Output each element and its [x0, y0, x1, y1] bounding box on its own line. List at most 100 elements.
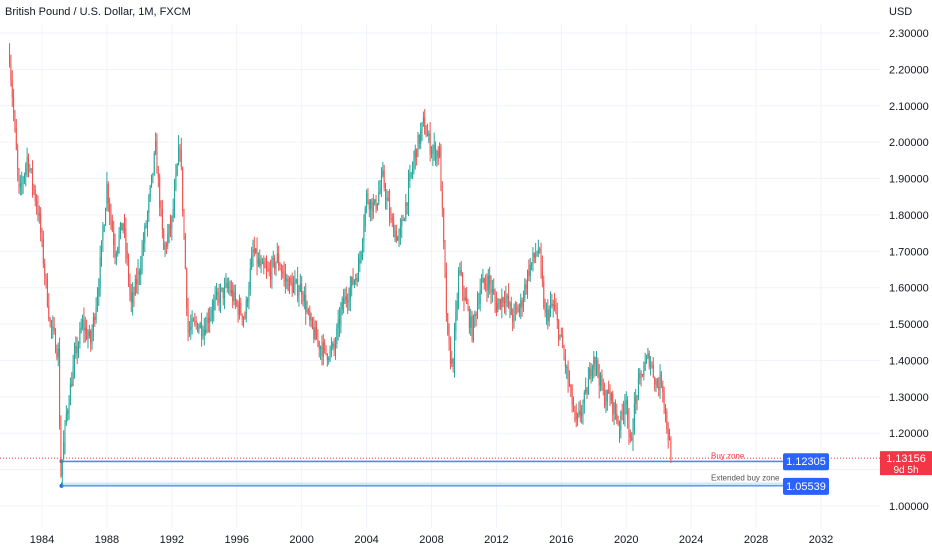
candle-body: [82, 319, 84, 328]
candle-body: [25, 166, 27, 175]
candle-body: [293, 285, 295, 294]
candle-body: [455, 311, 457, 332]
candle-body: [161, 209, 163, 230]
candle-body: [659, 373, 661, 390]
candle-body: [448, 334, 450, 343]
candle-body: [44, 263, 46, 276]
candle-body: [23, 174, 25, 181]
candle-body: [512, 314, 514, 322]
candle-body: [291, 282, 293, 294]
candle-body: [309, 310, 311, 321]
candle-body: [299, 283, 301, 292]
candle-body: [149, 186, 151, 199]
candle-body: [240, 302, 242, 315]
candle-body: [570, 385, 572, 387]
candle-body: [644, 361, 646, 371]
candle-body: [283, 273, 285, 275]
candle-body: [582, 403, 584, 414]
candle-body: [30, 168, 32, 170]
candle-body: [168, 224, 170, 235]
candle-body: [75, 346, 77, 354]
candle-body: [574, 410, 576, 413]
zone-band[interactable]: [61, 482, 786, 486]
candle-body: [218, 294, 220, 303]
candle-body: [648, 353, 650, 367]
candle-body: [167, 234, 169, 247]
candle-body: [225, 283, 227, 286]
candle-body: [15, 127, 17, 150]
candle-body: [144, 226, 146, 244]
candle-body: [295, 279, 297, 282]
candle-body: [251, 255, 253, 269]
candle-body: [40, 213, 42, 233]
candle-body: [632, 430, 634, 441]
candle-body: [478, 303, 480, 305]
candle-body: [332, 343, 334, 347]
candle-body: [467, 303, 469, 309]
candle-body: [487, 275, 489, 291]
candle-body: [444, 241, 446, 273]
candle-body: [631, 437, 633, 441]
candle-body: [539, 249, 541, 251]
candle-body: [372, 202, 374, 212]
candle-body: [109, 203, 111, 213]
candle-body: [348, 299, 350, 303]
candle-body: [353, 280, 355, 285]
candle-body: [382, 170, 384, 176]
candle-body: [490, 284, 492, 293]
candle-body: [238, 302, 240, 315]
candle-body: [368, 202, 370, 210]
candle-body: [260, 263, 262, 266]
candle-body: [641, 374, 643, 377]
candle-body: [660, 373, 662, 386]
candle-body: [119, 222, 121, 235]
candle-body: [73, 353, 75, 367]
candle-body: [440, 146, 442, 191]
zone-anchor-handle[interactable]: [59, 459, 64, 464]
candle-body: [59, 348, 61, 427]
candle-body: [53, 326, 55, 332]
candle-body: [533, 252, 535, 258]
candle-body: [399, 226, 401, 236]
zone-band[interactable]: [61, 460, 786, 464]
candle-body: [203, 329, 205, 336]
candle-body: [435, 144, 437, 160]
candle-body: [532, 252, 534, 263]
candle-body: [132, 292, 134, 303]
zone-price-tag: 1.05539: [783, 477, 829, 495]
candle-body: [325, 345, 327, 354]
candle-body: [215, 291, 217, 297]
candle-body: [182, 166, 184, 211]
candle-body: [122, 223, 124, 231]
candle-body: [163, 229, 165, 250]
candle-body: [366, 193, 368, 208]
time-axis[interactable]: 1984 1988 1992 1996 2000 2004 2008 2012 2016 2020…: [30, 534, 833, 546]
candle-body: [575, 412, 577, 420]
candle-body: [479, 290, 481, 304]
zone-label: Buy zone: [711, 452, 745, 461]
zone-label: Extended buy zone: [711, 474, 780, 483]
candle-body: [179, 147, 181, 150]
candle-body: [78, 344, 80, 353]
candle-body: [92, 316, 94, 332]
candle-body: [406, 202, 408, 206]
candle-body: [420, 130, 422, 144]
candle-body: [86, 327, 88, 339]
x-tick-label: 2000: [289, 534, 313, 546]
candle-body: [57, 348, 59, 358]
candle-body: [476, 303, 478, 316]
candle-body: [123, 223, 126, 229]
candle-body: [636, 396, 638, 398]
candle-body: [412, 168, 414, 173]
zone-anchor-handle[interactable]: [59, 483, 64, 488]
candle-body: [305, 294, 307, 313]
candle-body: [628, 418, 630, 434]
x-tick-label: 2024: [679, 534, 703, 546]
candle-body: [234, 291, 236, 302]
candle-body: [424, 117, 426, 134]
candle-body: [604, 390, 606, 406]
candle-body: [247, 299, 249, 302]
chart-grid: [0, 24, 880, 528]
